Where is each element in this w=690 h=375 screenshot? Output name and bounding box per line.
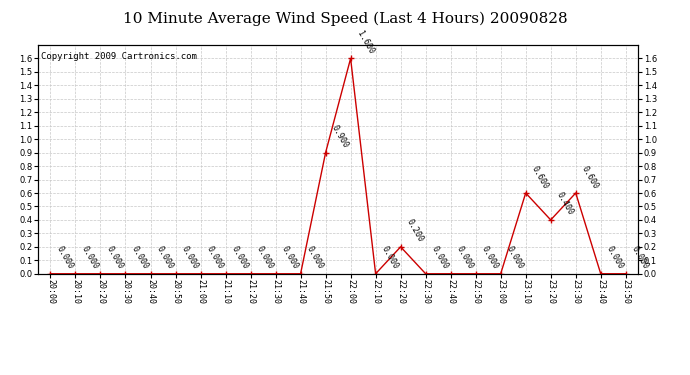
Text: 0.000: 0.000	[279, 245, 300, 271]
Text: Copyright 2009 Cartronics.com: Copyright 2009 Cartronics.com	[41, 52, 197, 61]
Text: 0.900: 0.900	[330, 124, 350, 150]
Text: 10 Minute Average Wind Speed (Last 4 Hours) 20090828: 10 Minute Average Wind Speed (Last 4 Hou…	[123, 11, 567, 26]
Text: 0.000: 0.000	[480, 245, 500, 271]
Text: 0.000: 0.000	[155, 245, 175, 271]
Text: 0.000: 0.000	[305, 245, 325, 271]
Text: 1.600: 1.600	[355, 30, 375, 56]
Text: 0.600: 0.600	[530, 164, 550, 190]
Text: 0.000: 0.000	[380, 245, 400, 271]
Text: 0.000: 0.000	[205, 245, 225, 271]
Text: 0.000: 0.000	[130, 245, 150, 271]
Text: 0.000: 0.000	[255, 245, 275, 271]
Text: 0.600: 0.600	[580, 164, 600, 190]
Text: 0.000: 0.000	[179, 245, 200, 271]
Text: 0.000: 0.000	[430, 245, 450, 271]
Text: 0.000: 0.000	[230, 245, 250, 271]
Text: 0.000: 0.000	[105, 245, 125, 271]
Text: 0.000: 0.000	[630, 245, 650, 271]
Text: 0.000: 0.000	[79, 245, 100, 271]
Text: 0.000: 0.000	[55, 245, 75, 271]
Text: 0.000: 0.000	[455, 245, 475, 271]
Text: 0.200: 0.200	[405, 218, 425, 244]
Text: 0.000: 0.000	[605, 245, 625, 271]
Text: 0.400: 0.400	[555, 191, 575, 217]
Text: 0.000: 0.000	[505, 245, 525, 271]
